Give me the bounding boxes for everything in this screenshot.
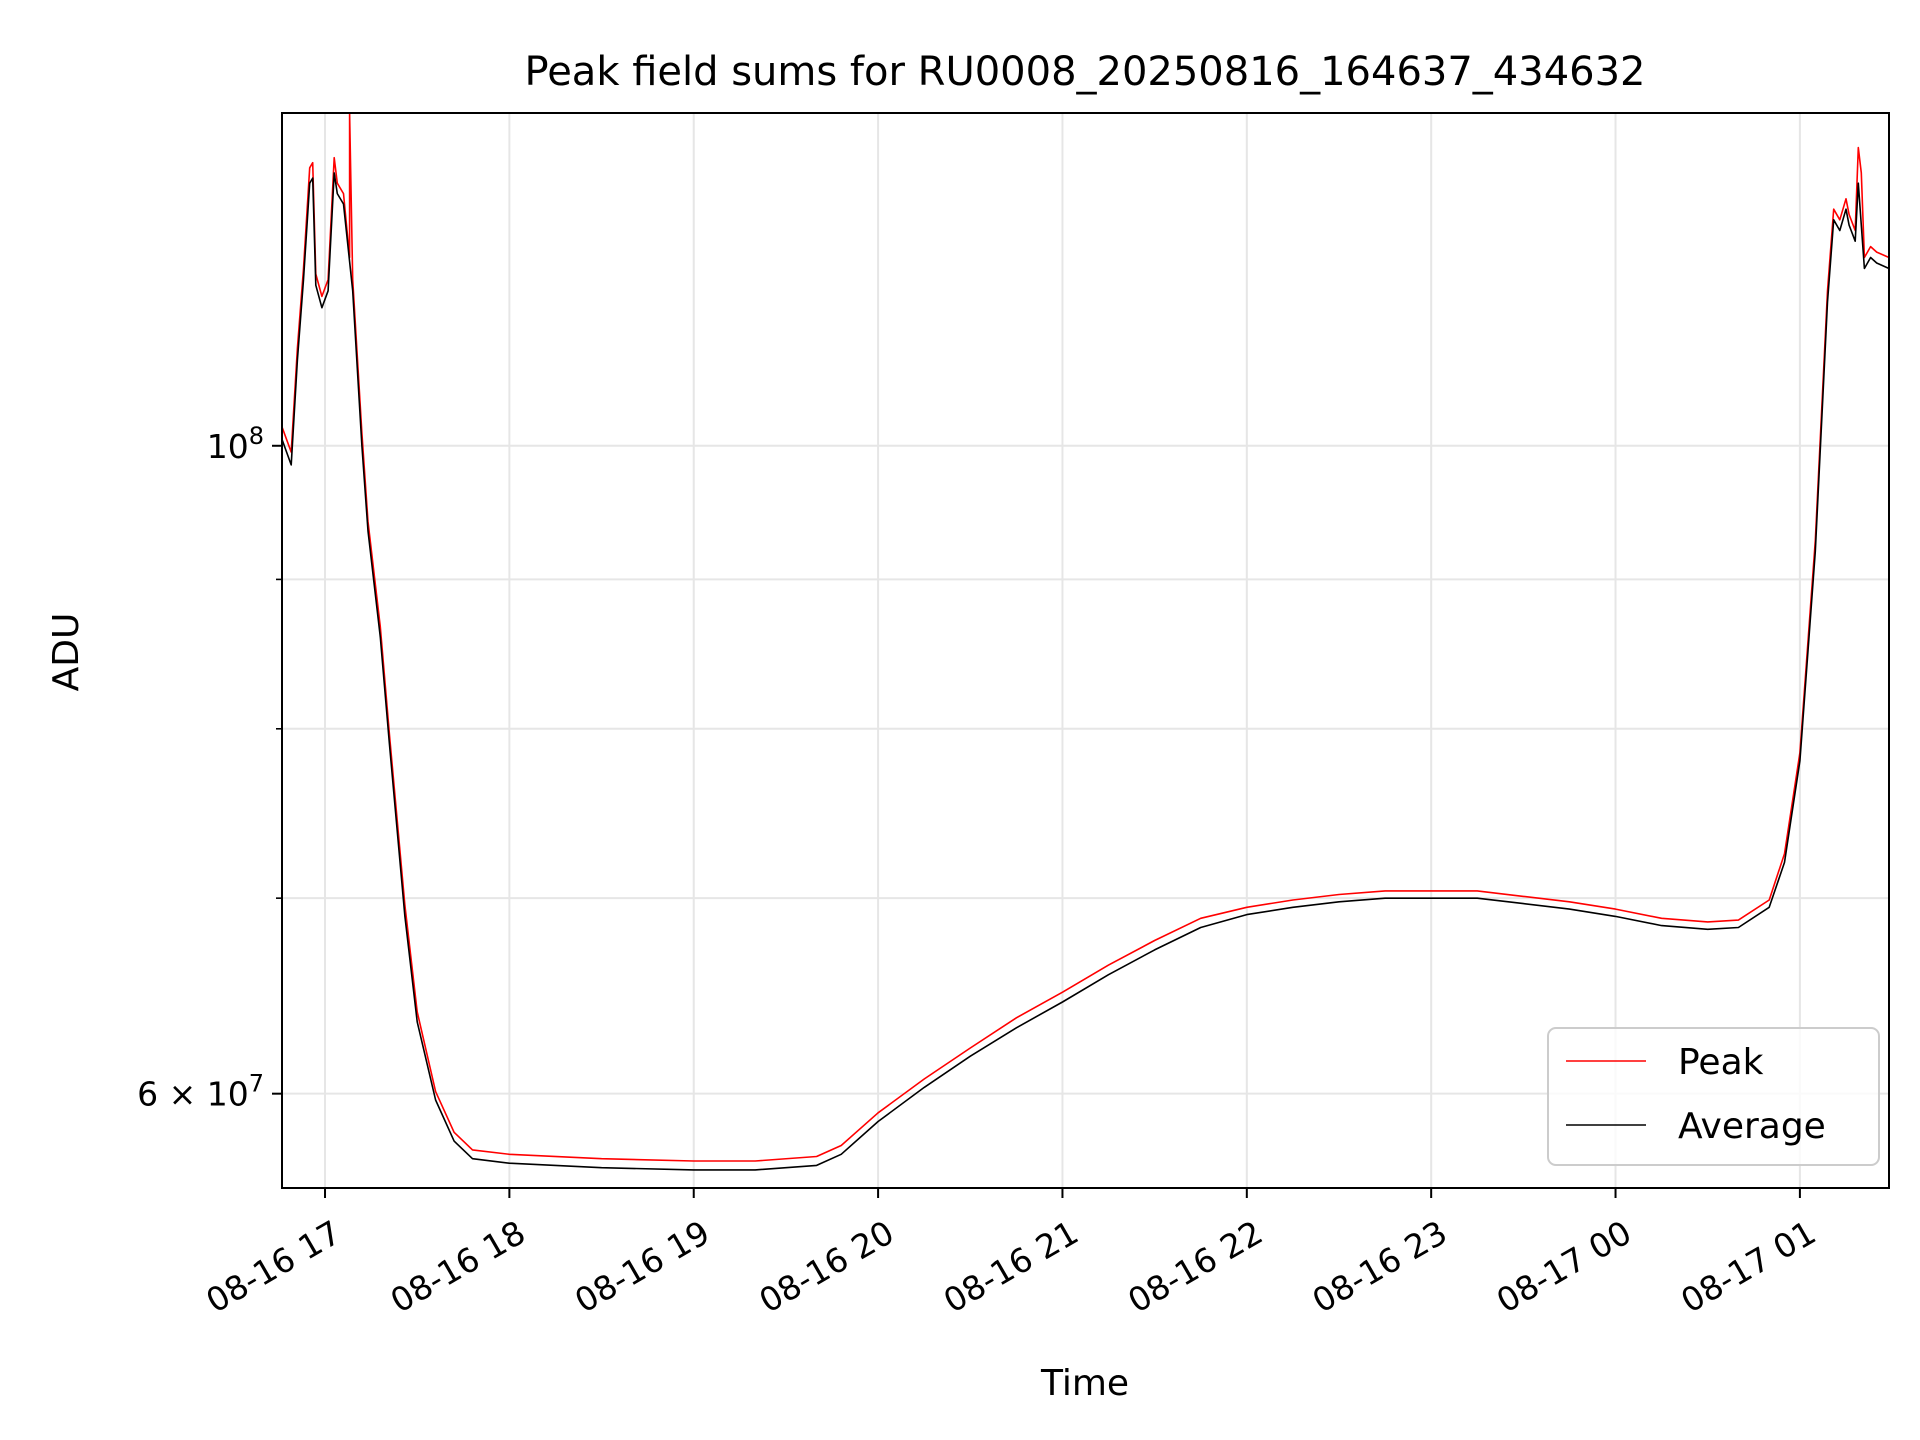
- legend-label-peak: Peak: [1678, 1042, 1764, 1083]
- y-axis-ticks: 108 6 × 107: [137, 422, 282, 1114]
- y-tick-label: 6 × 107: [137, 1070, 264, 1114]
- plot-frame: [281, 112, 1890, 1189]
- legend: Peak Average: [1547, 1027, 1880, 1166]
- y-axis-label: ADU: [46, 613, 87, 692]
- legend-label-average: Average: [1678, 1106, 1826, 1147]
- series-layer: [282, 113, 1889, 1171]
- series-line-average: [282, 172, 1889, 1171]
- y-tick-label: 108: [207, 422, 264, 466]
- x-axis-label: Time: [1040, 1363, 1129, 1404]
- series-line-peak: [282, 113, 1889, 1162]
- chart-title: Peak field sums for RU0008_20250816_1646…: [525, 49, 1646, 95]
- legend-box: [1547, 1027, 1880, 1166]
